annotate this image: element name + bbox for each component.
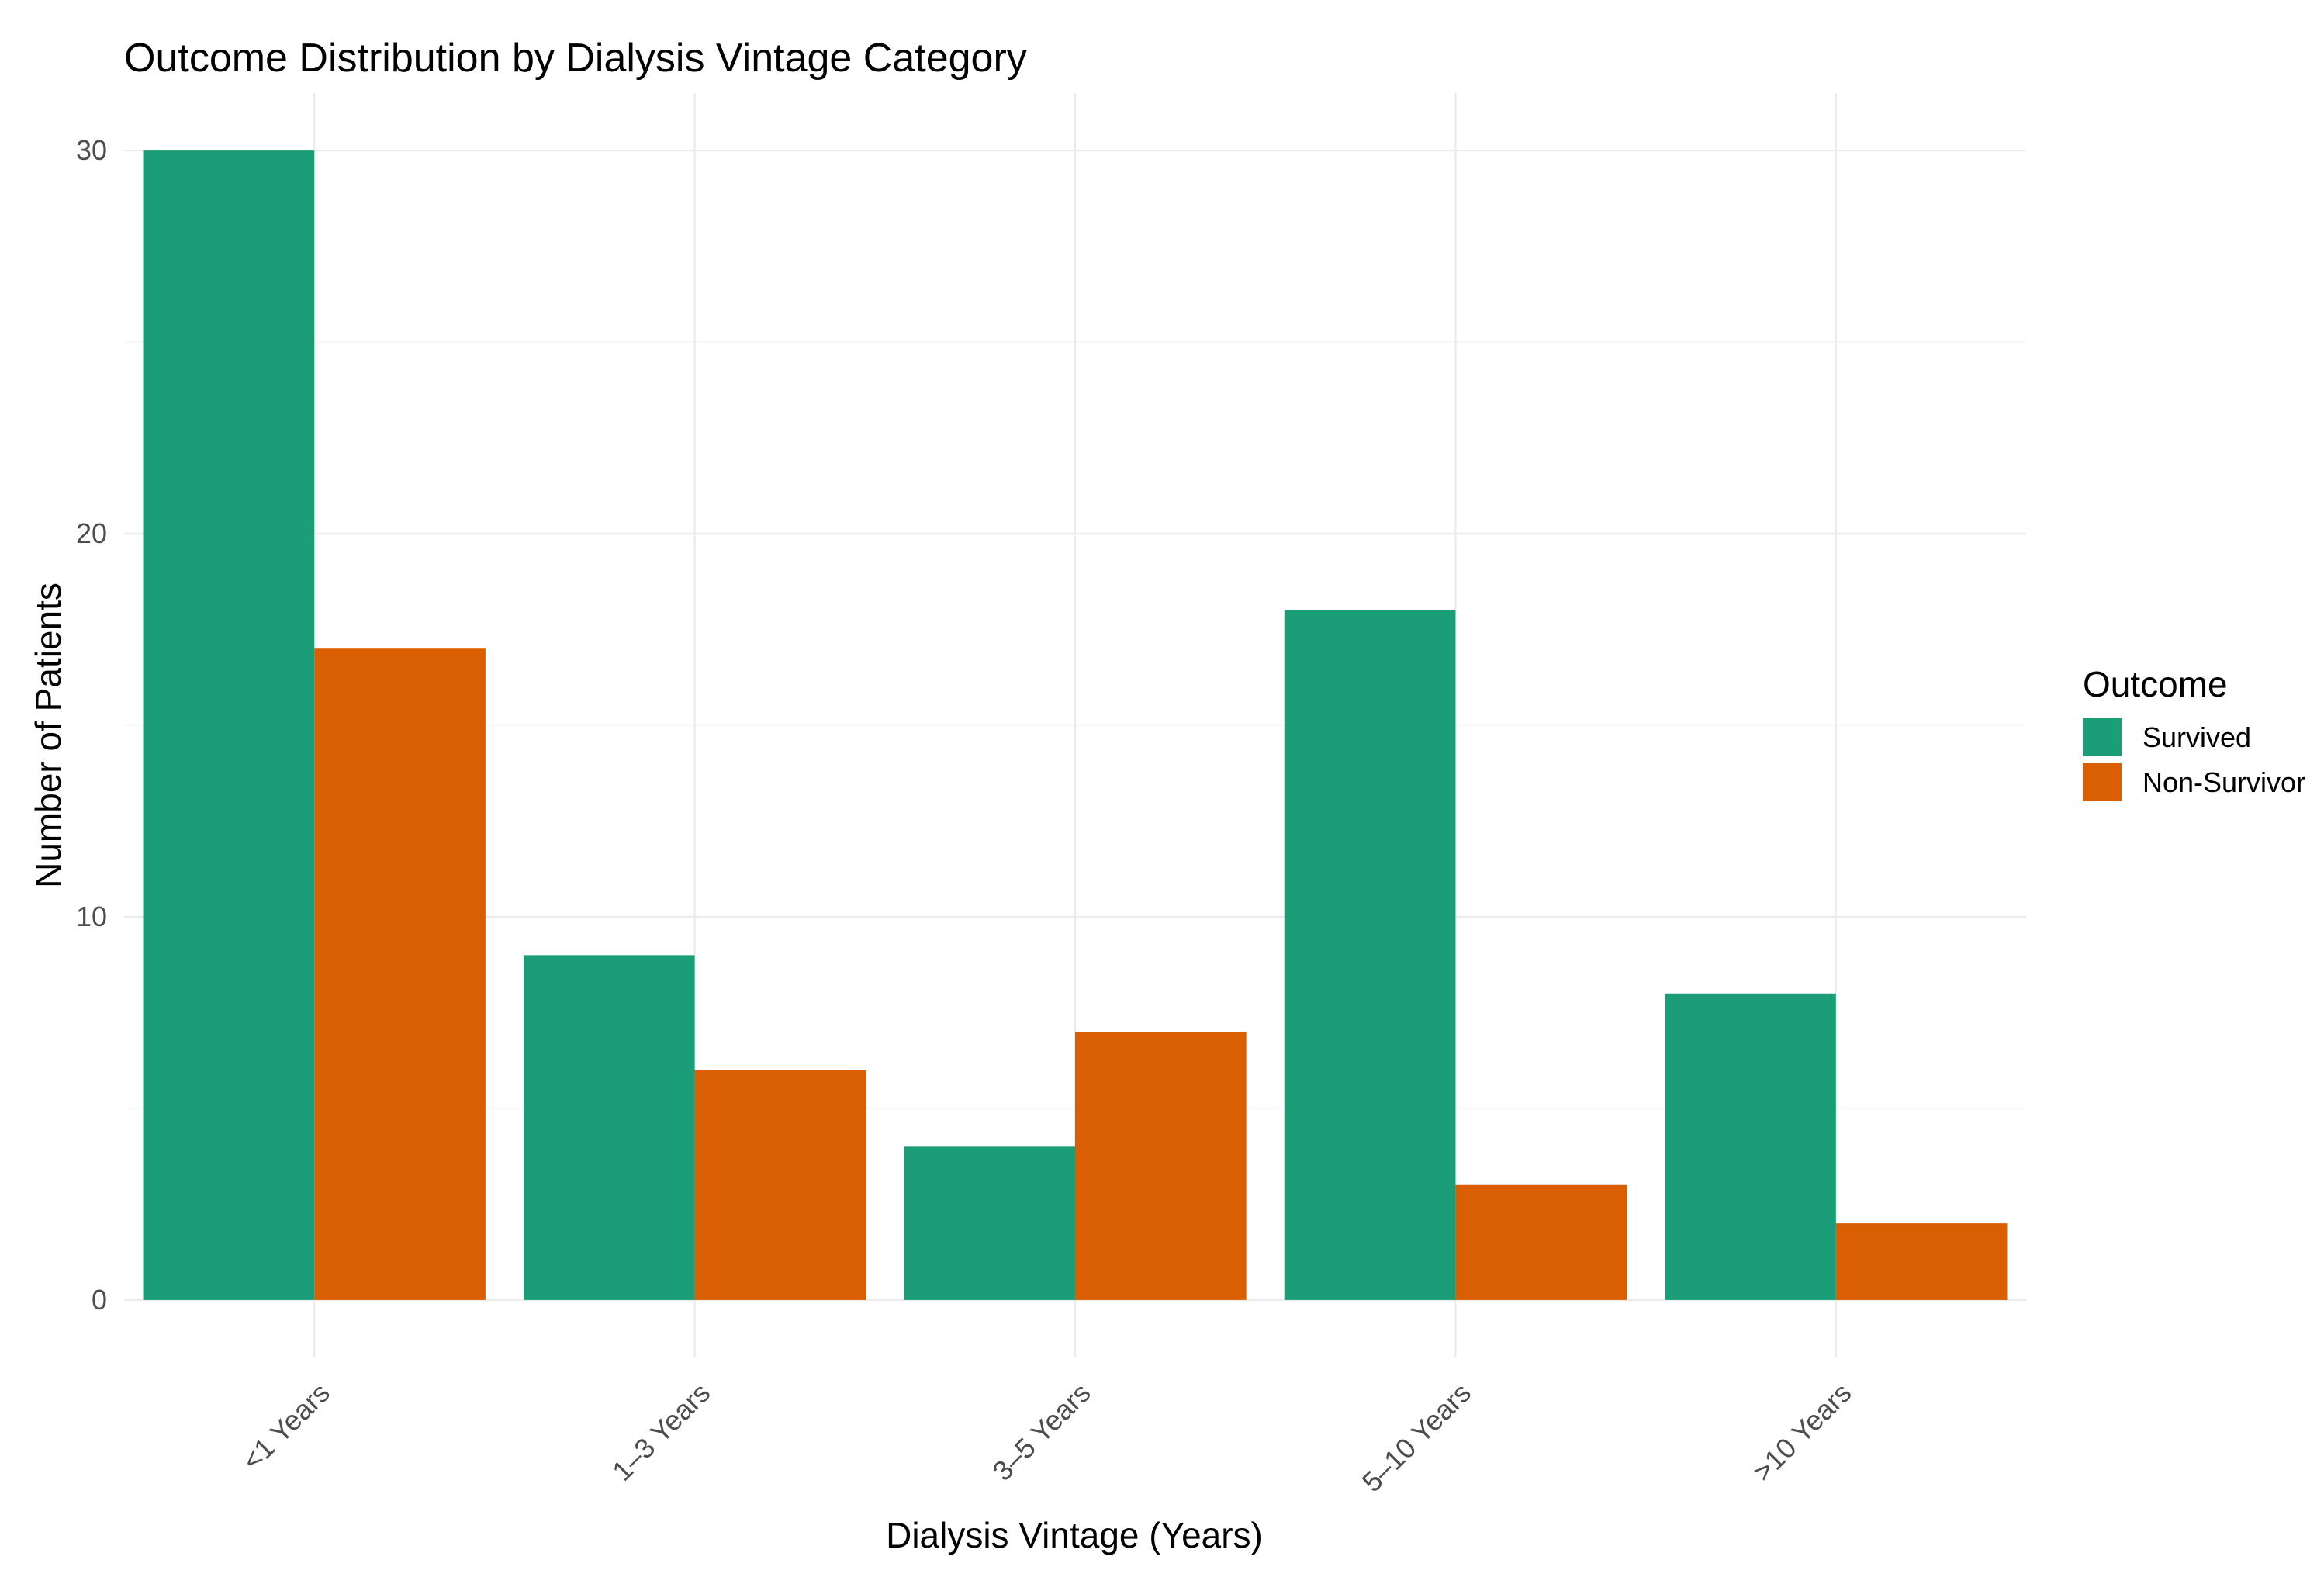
y-tick-label: 10 (76, 901, 107, 932)
y-axis-title: Number of Patients (28, 583, 68, 888)
legend: Outcome Survived Non-Survivor (2083, 664, 2305, 801)
bar-non-survivor-2 (1075, 1032, 1247, 1300)
chart-title: Outcome Distribution by Dialysis Vintage… (124, 36, 1027, 81)
y-tick-label: 20 (76, 517, 107, 549)
bars (143, 150, 2008, 1300)
y-axis-ticks: 0 10 20 30 (76, 134, 107, 1316)
y-tick-label: 0 (92, 1284, 107, 1316)
bar-non-survivor-4 (1835, 1223, 2008, 1300)
legend-swatch-non-survivor (2083, 763, 2122, 801)
x-tick-label: >10 Years (1747, 1377, 1858, 1488)
x-tick-label: 5–10 Years (1356, 1377, 1477, 1498)
legend-label: Survived (2142, 721, 2251, 753)
bar-survived-3 (1284, 610, 1456, 1300)
x-tick-label: 3–5 Years (986, 1377, 1096, 1487)
bar-survived-4 (1665, 993, 1836, 1300)
bar-non-survivor-3 (1455, 1184, 1627, 1300)
bar-survived-0 (143, 150, 315, 1300)
legend-title: Outcome (2083, 664, 2228, 704)
x-tick-label: <1 Years (236, 1377, 336, 1477)
bar-non-survivor-0 (314, 648, 486, 1300)
bar-non-survivor-1 (694, 1070, 866, 1300)
x-axis-ticks: <1 Years 1–3 Years 3–5 Years 5–10 Years >10 … (236, 1377, 1857, 1498)
legend-label: Non-Survivor (2142, 766, 2305, 798)
y-tick-label: 30 (76, 134, 107, 166)
bar-survived-1 (523, 955, 695, 1300)
x-axis-title: Dialysis Vintage (Years) (886, 1515, 1263, 1555)
bar-survived-2 (904, 1146, 1075, 1300)
legend-swatch-survived (2083, 718, 2122, 756)
x-tick-label: 1–3 Years (606, 1377, 716, 1487)
